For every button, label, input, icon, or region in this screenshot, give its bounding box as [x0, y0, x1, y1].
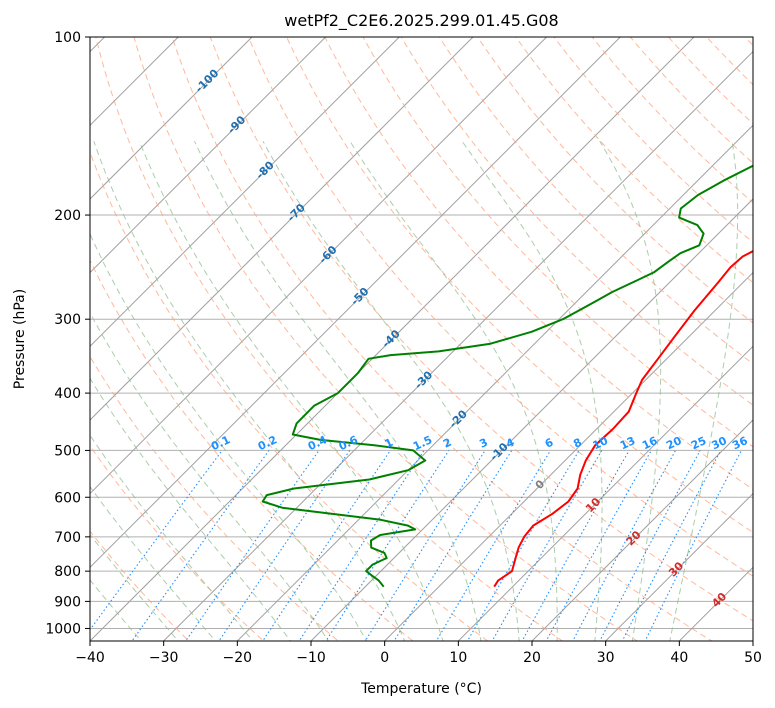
mixing-ratio-labels: 0.1 0.2 0.4 0.6 1 1.5 2 3 4 6 8 10 13 16 20 25 30 36 [209, 433, 750, 453]
dry-adiabat-line [171, 37, 713, 641]
dewpoint-trace [261, 164, 753, 588]
isotherm-line [310, 198, 753, 641]
mixing-ratio-line [90, 450, 223, 631]
moist-adiabat-line [599, 140, 662, 641]
dry-adiabat-line [90, 259, 414, 641]
mixing-ratio-line [262, 450, 391, 641]
isotherm-line [90, 37, 622, 569]
mixing-ratio-label: 16 [640, 434, 660, 452]
mixing-ratio-label: 36 [730, 434, 750, 452]
mixing-ratio-label: 30 [710, 434, 730, 452]
x-axis-label: Temperature (°C) [360, 681, 482, 697]
temperature-trace [493, 250, 753, 588]
dry-adiabat-line [133, 37, 638, 641]
dry-adiabat-line [95, 37, 564, 641]
dry-adiabat-line [438, 37, 753, 365]
moist-adiabat-line [90, 377, 292, 641]
isotherm-line [90, 37, 474, 421]
plot-frame [89, 36, 754, 642]
x-tick-label: −40 [75, 650, 105, 666]
y-tick-label: 1000 [45, 621, 81, 637]
y-tick-label: 500 [54, 443, 81, 459]
mixing-ratio-line [521, 450, 630, 641]
x-tick-label: 30 [597, 650, 615, 666]
y-tick-label: 300 [54, 312, 81, 328]
mixing-ratio-line [545, 450, 652, 641]
isotherm-line [383, 271, 753, 641]
x-tick-label: 20 [523, 650, 541, 666]
y-tick-label: 400 [54, 386, 81, 402]
mixing-ratio-line [131, 450, 270, 641]
mixing-ratio-line [466, 450, 580, 641]
moist-adiabat-line [262, 140, 520, 641]
y-tick-label: 900 [54, 594, 81, 610]
y-tick-label: 700 [54, 530, 81, 546]
mixing-ratio-line [325, 450, 450, 641]
moist-adiabat-line [90, 311, 329, 641]
moist-adiabat-line [90, 434, 254, 641]
dry-adiabat-line [667, 37, 753, 125]
y-tick-label: 100 [54, 30, 81, 46]
dry-adiabat-line [400, 37, 753, 406]
mixing-ratio-label: 13 [618, 434, 637, 452]
x-tick-label: 0 [380, 650, 389, 666]
isotherm-line [162, 50, 753, 641]
y-axis-label: Pressure (hPa) [12, 289, 28, 389]
mixing-ratio-label: 10 [591, 434, 611, 452]
isotherm-line [90, 37, 180, 127]
dry-adiabat-line [209, 37, 753, 622]
isotherm-line [531, 419, 753, 641]
mixing-ratio-line [185, 450, 320, 641]
mixing-ratio-line [298, 450, 425, 641]
dry-adiabat-line [247, 37, 753, 577]
axes: −40 −30 −20 −10 0 10 20 30 40 50 100 200 300 400 500 60… [45, 30, 762, 666]
x-tick-label: 10 [449, 650, 467, 666]
isotherm-line [604, 492, 753, 641]
moist-adiabat-line [90, 533, 179, 641]
isotherm-line [90, 37, 401, 348]
dry-adiabat-line [477, 37, 753, 324]
mixing-ratio-line [435, 450, 552, 641]
mixing-ratio-line [491, 450, 603, 641]
moist-adiabat-line [90, 485, 217, 641]
moist-adiabat-line [93, 141, 406, 641]
mixing-ratio-line [621, 450, 722, 641]
mixing-ratio-label: 25 [689, 434, 708, 452]
moist-adiabat-line [90, 232, 368, 641]
moist-adiabat-line [138, 141, 444, 641]
x-tick-label: 40 [670, 650, 688, 666]
x-tick-label: −10 [296, 650, 326, 666]
sounding-traces [261, 164, 753, 588]
isotherm-line [90, 37, 327, 274]
isotherm-line [457, 345, 753, 641]
x-tick-label: 50 [744, 650, 762, 666]
dry-adiabat-line [286, 37, 753, 533]
moist-adiabat-line [461, 140, 603, 641]
mixing-ratio-line [644, 450, 742, 641]
dry-adiabat-line [90, 444, 265, 641]
isotherm-line [90, 37, 695, 641]
isotherm-line [90, 37, 548, 495]
mixing-ratio-label: 20 [664, 434, 684, 452]
moist-adiabat-line [669, 141, 739, 641]
y-tick-label: 200 [54, 208, 81, 224]
isotherm-line [236, 124, 753, 641]
dry-adiabat-line [324, 37, 753, 490]
y-tick-label: 800 [54, 564, 81, 580]
isotherm-line [90, 37, 253, 200]
dry-adiabat-line [629, 37, 753, 164]
x-tick-label: −20 [223, 650, 253, 666]
chart-title: wetPf2_C2E6.2025.299.01.45.G08 [284, 11, 558, 31]
moist-adiabat-line [349, 140, 558, 641]
y-tick-label: 600 [54, 490, 81, 506]
x-tick-label: −30 [149, 650, 179, 666]
